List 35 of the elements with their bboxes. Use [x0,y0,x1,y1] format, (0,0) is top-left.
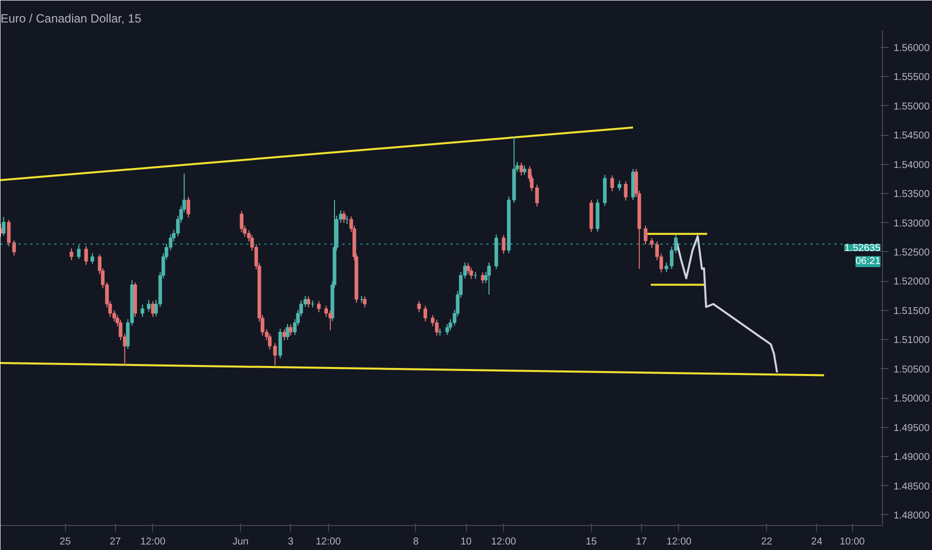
y-tick-label: 1.49000 [894,452,930,464]
x-tick-label: Jun [232,536,249,548]
x-tick-label: 8 [413,536,420,548]
y-tick-label: 1.48500 [894,481,930,492]
x-tick-label: 15 [586,536,598,548]
x-tick-label: 10 [460,536,472,548]
x-tick-label: 12:00 [491,536,517,548]
y-tick-label: 1.54500 [894,130,930,142]
y-tick-label: 1.51500 [894,306,930,317]
ref-line-label: 1.52635 [844,243,881,254]
y-tick-label: 1.53500 [894,189,930,200]
y-tick-label: 1.49500 [894,422,930,434]
x-tick-label: 25 [60,536,72,548]
y-tick-label: 1.50000 [894,394,930,405]
y-tick-label: 1.52000 [894,276,930,288]
x-tick-label: 3 [288,536,294,548]
x-tick-label: 10:00 [840,536,866,548]
y-tick-label: 1.55500 [894,72,930,84]
y-tick-label: 1.53000 [894,218,930,230]
x-tick-label: 27 [110,536,122,548]
annotation: 06:21 [855,256,881,268]
y-tick-label: 1.48000 [894,510,930,522]
x-tick-label: 12:00 [140,536,166,548]
y-tick-label: 1.52500 [894,247,930,258]
x-tick-label: 17 [636,536,648,548]
y-tick-label: 1.54000 [894,160,930,171]
x-tick-label: 24 [811,536,823,548]
x-tick-label: 12:00 [316,536,342,548]
x-tick-label: 12:00 [666,536,692,548]
y-tick-label: 1.56000 [894,42,930,54]
x-tick-label: 22 [761,536,773,548]
y-tick-label: 1.50500 [894,364,930,376]
chart-title: Euro / Canadian Dollar, 15 [0,12,142,26]
y-tick-label: 1.55000 [894,101,930,112]
y-tick-label: 1.51000 [894,335,930,346]
